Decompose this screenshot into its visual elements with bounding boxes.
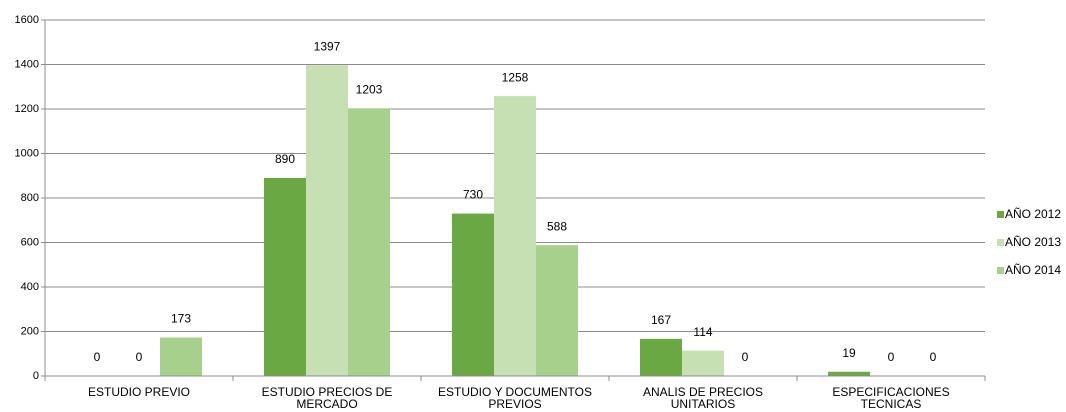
y-tick-label: 0	[33, 370, 39, 382]
bar	[348, 108, 390, 377]
data-label: 173	[171, 312, 191, 326]
y-tick-label: 1400	[15, 58, 39, 70]
x-tick-label: ESTUDIO Y DOCUMENTOS PREVIOS	[437, 385, 593, 411]
legend-label: AÑO 2012	[1005, 207, 1061, 221]
bar	[494, 96, 536, 376]
data-label: 0	[888, 350, 895, 364]
y-tick-label: 600	[21, 236, 39, 248]
data-label: 1397	[314, 39, 341, 53]
legend-swatch	[997, 211, 1004, 218]
data-label: 890	[275, 152, 295, 166]
legend-swatch	[997, 239, 1004, 246]
legend-label: AÑO 2014	[1005, 263, 1061, 277]
data-label: 167	[651, 313, 671, 327]
y-tick-label: 1600	[15, 14, 39, 26]
data-label: 1203	[356, 83, 383, 97]
bar	[306, 65, 348, 376]
y-tick-label: 1000	[15, 147, 39, 159]
data-label: 0	[94, 350, 101, 364]
data-label: 730	[463, 188, 483, 202]
data-label: 0	[930, 350, 937, 364]
bar	[640, 338, 682, 376]
y-tick-label: 800	[21, 192, 39, 204]
x-tick-label: ESTUDIO PRECIOS DE MERCADO	[261, 385, 393, 411]
data-label: 0	[742, 350, 749, 364]
data-label: 19	[842, 346, 856, 360]
bar	[452, 213, 494, 376]
y-tick-label: 200	[21, 325, 39, 337]
bar	[828, 371, 870, 376]
data-label: 1258	[502, 70, 529, 84]
x-tick-label: ESTUDIO PREVIO	[87, 385, 191, 399]
bar	[536, 245, 578, 376]
x-tick-label: ANALIS DE PRECIOS UNITARIOS	[642, 385, 764, 411]
y-tick-label: 1200	[15, 103, 39, 115]
bar	[264, 177, 306, 376]
bar	[160, 337, 202, 376]
legend-label: AÑO 2013	[1005, 235, 1061, 249]
x-tick-label: ESPECIFICACIONES TECNICAS	[832, 385, 950, 411]
data-label: 114	[693, 325, 712, 339]
data-label: 588	[547, 219, 567, 233]
data-label: 0	[136, 350, 143, 364]
legend-swatch	[997, 267, 1004, 274]
y-tick-label: 400	[21, 281, 39, 293]
bar	[682, 350, 724, 376]
